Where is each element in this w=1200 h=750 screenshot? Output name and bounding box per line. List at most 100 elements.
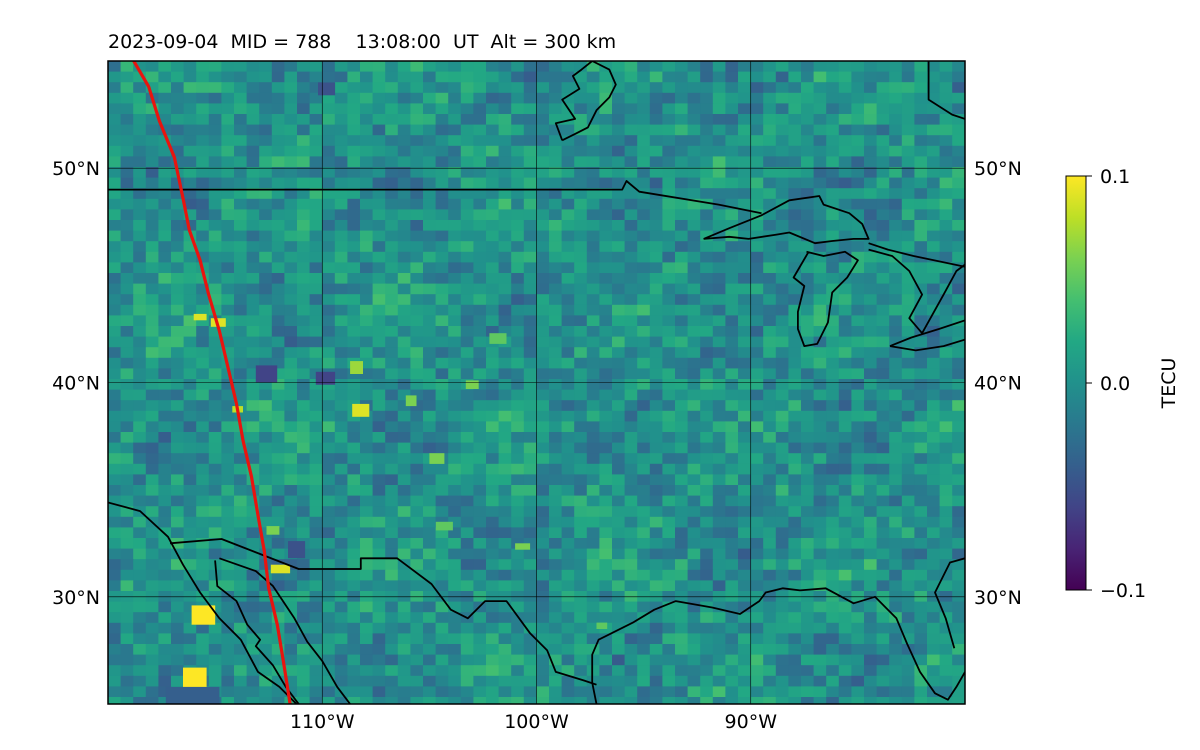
heatmap-cell — [801, 251, 815, 263]
heatmap-cell — [889, 538, 903, 550]
heatmap-cell — [637, 156, 651, 168]
heatmap-cell — [498, 506, 512, 518]
heatmap-cell — [889, 82, 903, 94]
heatmap-cell — [536, 622, 550, 634]
heatmap-cell — [964, 124, 965, 136]
heatmap-cell — [876, 548, 890, 560]
heatmap-cell — [712, 177, 726, 189]
heatmap-cell — [851, 527, 865, 539]
heatmap-cell — [826, 103, 840, 115]
heatmap-cell — [939, 622, 953, 634]
heatmap-cell — [763, 167, 777, 179]
heatmap-cell — [196, 167, 210, 179]
heatmap-cell — [914, 432, 928, 444]
heatmap-cell — [561, 686, 575, 698]
heatmap-cell — [423, 336, 437, 348]
heatmap-cell — [801, 368, 815, 380]
tec-anomaly-patch — [165, 686, 220, 704]
heatmap-cell — [334, 135, 348, 147]
heatmap-cell — [372, 569, 386, 581]
heatmap-cell — [498, 124, 512, 136]
heatmap-cell — [145, 527, 159, 539]
heatmap-cell — [108, 61, 122, 73]
heatmap-cell — [372, 389, 386, 401]
heatmap-cell — [372, 410, 386, 422]
heatmap-cell — [675, 612, 689, 624]
heatmap-cell — [549, 453, 563, 465]
heatmap-cell — [876, 326, 890, 338]
heatmap-cell — [158, 601, 172, 613]
heatmap-cell — [108, 622, 122, 634]
heatmap-cell — [624, 379, 638, 391]
heatmap-cell — [397, 220, 411, 232]
heatmap-cell — [133, 665, 147, 677]
heatmap-cell — [864, 474, 878, 486]
heatmap-cell — [864, 135, 878, 147]
heatmap-cell — [675, 336, 689, 348]
heatmap-cell — [952, 389, 965, 401]
heatmap-cell — [208, 230, 222, 242]
heatmap-cell — [939, 156, 953, 168]
heatmap-cell — [675, 167, 689, 179]
heatmap-cell — [864, 156, 878, 168]
heatmap-cell — [171, 198, 185, 210]
heatmap-cell — [813, 527, 827, 539]
heatmap-cell — [725, 135, 739, 147]
heatmap-cell — [599, 485, 613, 497]
heatmap-cell — [637, 633, 651, 645]
heatmap-cell — [750, 220, 764, 232]
heatmap-cell — [964, 294, 965, 306]
heatmap-cell — [183, 209, 197, 221]
heatmap-cell — [851, 336, 865, 348]
lat-tick-label-right: 40°N — [974, 373, 1022, 395]
heatmap-cell — [725, 156, 739, 168]
heatmap-cell — [309, 633, 323, 645]
heatmap-cell — [788, 114, 802, 126]
heatmap-cell — [397, 198, 411, 210]
heatmap-cell — [763, 82, 777, 94]
heatmap-cell — [208, 82, 222, 94]
heatmap-cell — [838, 569, 852, 581]
heatmap-cell — [309, 357, 323, 369]
heatmap-cell — [360, 601, 374, 613]
heatmap-cell — [410, 326, 424, 338]
heatmap-cell — [523, 580, 537, 592]
heatmap-cell — [763, 665, 777, 677]
heatmap-cell — [284, 145, 298, 157]
heatmap-cell — [460, 665, 474, 677]
heatmap-cell — [486, 61, 500, 73]
heatmap-cell — [712, 315, 726, 327]
heatmap-cell — [939, 697, 953, 704]
heatmap-cell — [851, 516, 865, 528]
heatmap-cell — [271, 262, 285, 274]
heatmap-cell — [586, 103, 600, 115]
heatmap-cell — [498, 230, 512, 242]
heatmap-cell — [876, 177, 890, 189]
heatmap-cell — [397, 177, 411, 189]
heatmap-cell — [271, 463, 285, 475]
heatmap-cell — [851, 453, 865, 465]
heatmap-cell — [927, 230, 941, 242]
heatmap-cell — [158, 220, 172, 232]
heatmap-cell — [486, 294, 500, 306]
heatmap-cell — [511, 569, 525, 581]
heatmap-cell — [322, 145, 336, 157]
heatmap-cell — [284, 495, 298, 507]
heatmap-cell — [284, 251, 298, 263]
heatmap-cell — [284, 686, 298, 698]
heatmap-cell — [775, 273, 789, 285]
heatmap-cell — [246, 506, 260, 518]
heatmap-cell — [964, 82, 965, 94]
heatmap-cell — [120, 188, 134, 200]
heatmap-cell — [574, 697, 588, 704]
heatmap-cell — [649, 389, 663, 401]
heatmap-cell — [271, 601, 285, 613]
heatmap-cell — [738, 326, 752, 338]
heatmap-cell — [246, 241, 260, 253]
heatmap-cell — [586, 230, 600, 242]
heatmap-cell — [612, 665, 626, 677]
heatmap-cell — [322, 209, 336, 221]
heatmap-cell — [889, 580, 903, 592]
heatmap-cell — [133, 262, 147, 274]
heatmap-cell — [297, 188, 311, 200]
